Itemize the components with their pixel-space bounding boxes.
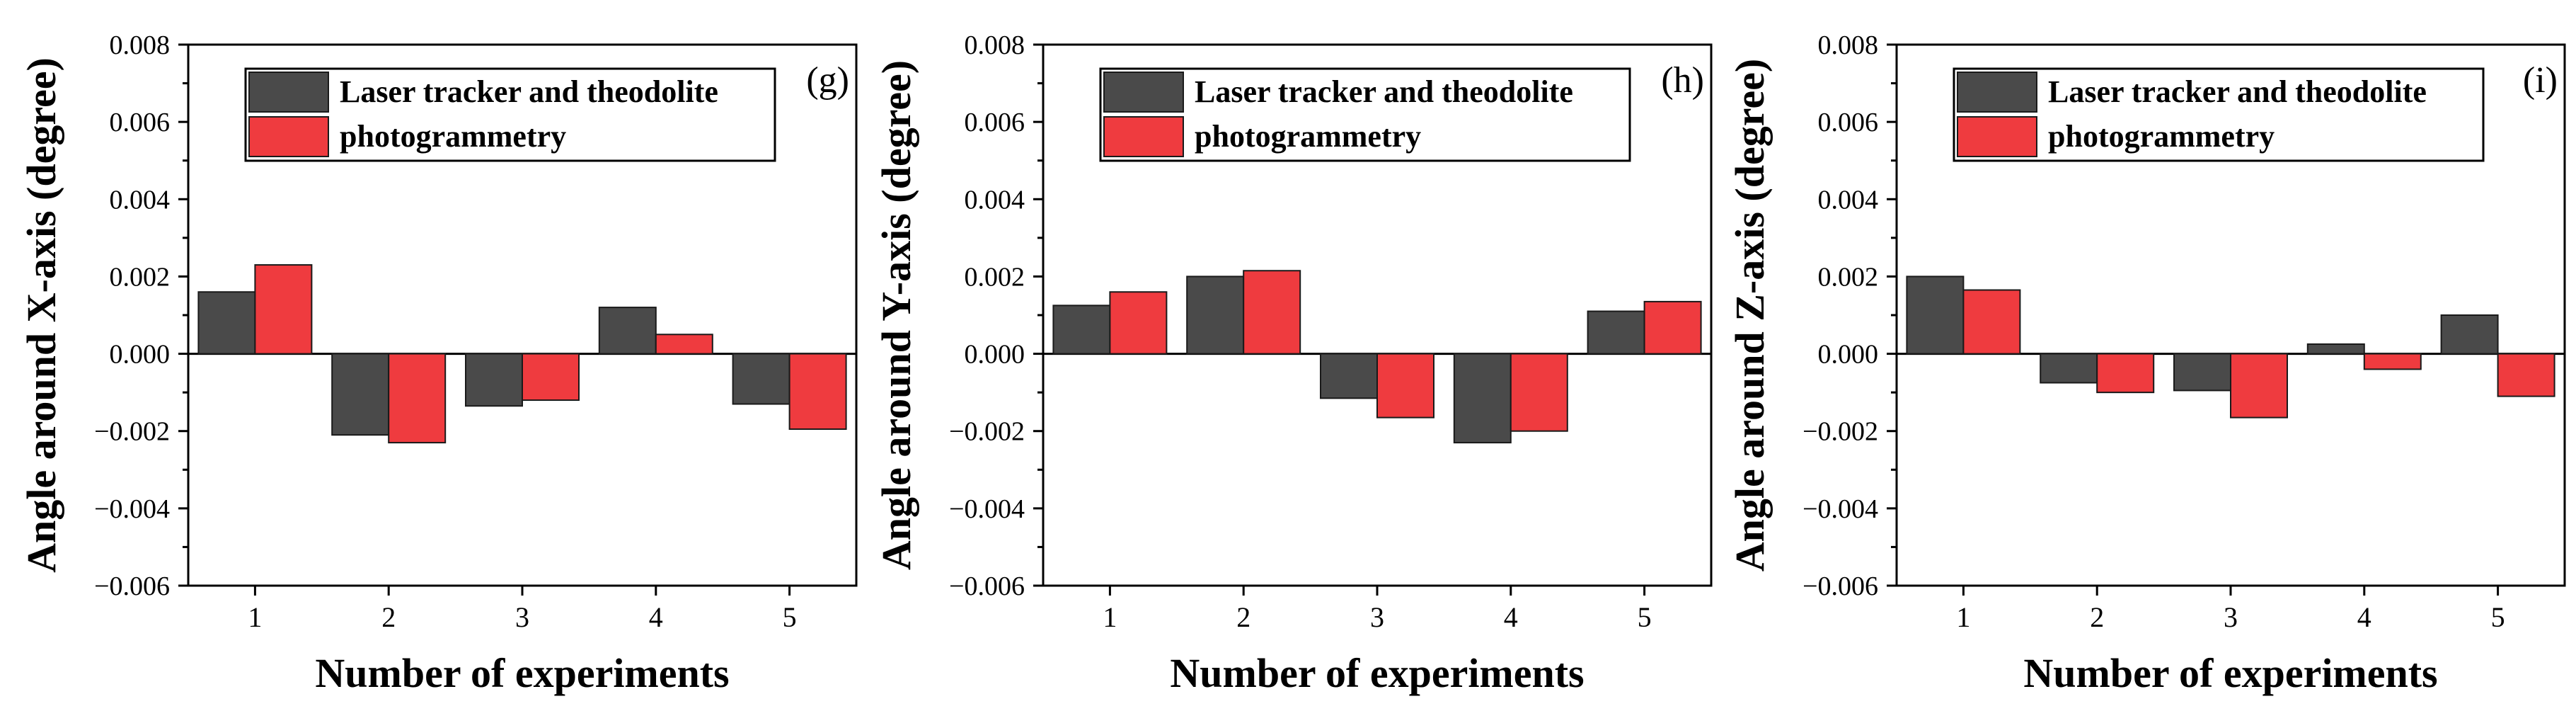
bar-photogrammetry-1 [254, 264, 313, 355]
x-tick-label: 1 [248, 601, 262, 633]
bar-laser-tracker-5 [1587, 310, 1645, 355]
legend-label-photogrammetry: photogrammetry [1195, 119, 1421, 154]
bar-laser-tracker-2 [331, 353, 390, 436]
bar-photogrammetry-5 [788, 353, 847, 430]
x-tick-label: 2 [381, 601, 396, 633]
y-tick-label: −0.002 [94, 417, 170, 447]
y-tick-label: −0.006 [1802, 571, 1878, 601]
bar-photogrammetry-2 [388, 353, 447, 444]
chart-panel-3: −0.006 −0.004 −0.002 0.000 0.002 0.004 0.006 0.… [1727, 30, 2566, 696]
legend-swatch-photogrammetry [1103, 116, 1184, 157]
y-tick-label: 0.004 [110, 185, 171, 215]
legend-label-laser-tracker: Laser tracker and theodolite [2048, 74, 2427, 109]
panel-label: (h) [1661, 60, 1704, 101]
x-tick-label: 3 [2224, 601, 2238, 633]
legend-label-photogrammetry: photogrammetry [2048, 119, 2275, 154]
bar-laser-tracker-4 [2306, 343, 2365, 355]
x-axis-label: Number of experiments [2023, 650, 2437, 696]
legend-box [244, 67, 776, 162]
x-tick-label: 1 [1956, 601, 1970, 633]
legend-label-laser-tracker: Laser tracker and theodolite [340, 74, 718, 109]
y-tick-label: 0.006 [965, 108, 1025, 137]
y-tick-label: 0.002 [965, 262, 1025, 292]
y-axis-label: Angle around Z-axis (degree) [1727, 59, 1773, 571]
bar-photogrammetry-3 [2230, 353, 2288, 419]
y-axis-label: Angle around X-axis (degree) [18, 57, 64, 573]
x-tick-label: 4 [2357, 601, 2371, 633]
x-tick-label: 1 [1103, 601, 1117, 633]
y-tick-label: 0.008 [965, 30, 1025, 60]
x-axis-label: Number of experiments [1170, 650, 1584, 696]
x-tick-label: 4 [1504, 601, 1518, 633]
y-tick-label: −0.004 [1802, 494, 1878, 524]
legend-swatch-laser-tracker [248, 72, 329, 113]
legend-swatch-photogrammetry [248, 116, 329, 157]
y-tick-label: −0.006 [949, 571, 1025, 601]
x-tick-label: 3 [515, 601, 529, 633]
chart-panel-1: −0.006 −0.004 −0.002 0.000 0.002 0.004 0.006 0.… [18, 30, 858, 696]
x-tick-label: 2 [1236, 601, 1250, 633]
legend-swatch-laser-tracker [1103, 72, 1184, 113]
panel-label: (g) [806, 60, 849, 101]
y-tick-label: 0.008 [110, 30, 171, 60]
bar-laser-tracker-2 [2040, 353, 2098, 384]
y-tick-label: 0.006 [1818, 108, 1879, 137]
y-tick-label: 0.002 [110, 262, 171, 292]
y-tick-label: 0.000 [965, 340, 1025, 370]
bar-photogrammetry-2 [1243, 270, 1301, 355]
x-tick-label: 4 [649, 601, 663, 633]
y-tick-label: −0.004 [94, 494, 170, 524]
bar-photogrammetry-3 [522, 353, 580, 402]
y-tick-label: 0.006 [110, 108, 171, 137]
panel-label: (i) [2523, 60, 2558, 101]
bar-photogrammetry-1 [1109, 291, 1168, 355]
x-tick-label: 3 [1370, 601, 1384, 633]
legend-label-laser-tracker: Laser tracker and theodolite [1195, 74, 1573, 109]
bar-photogrammetry-4 [655, 334, 713, 355]
x-tick-label: 5 [1638, 601, 1652, 633]
y-tick-label: 0.004 [1818, 185, 1879, 215]
bar-laser-tracker-4 [598, 307, 657, 355]
y-tick-label: 0.008 [1818, 30, 1879, 60]
bar-photogrammetry-2 [2096, 353, 2155, 394]
y-tick-label: 0.004 [965, 185, 1025, 215]
bar-laser-tracker-1 [1906, 275, 1965, 355]
bar-laser-tracker-3 [2173, 353, 2231, 392]
y-tick-label: 0.002 [1818, 262, 1879, 292]
x-axis-label: Number of experiments [315, 650, 729, 696]
bar-photogrammetry-3 [1376, 353, 1434, 419]
bar-photogrammetry-5 [1643, 300, 1702, 355]
bar-photogrammetry-4 [1510, 353, 1568, 432]
bar-laser-tracker-4 [1453, 353, 1512, 444]
bar-photogrammetry-5 [2497, 353, 2555, 397]
y-tick-label: −0.002 [1802, 417, 1878, 447]
y-tick-label: −0.002 [949, 417, 1025, 447]
legend-label-photogrammetry: photogrammetry [340, 119, 566, 154]
x-tick-label: 5 [783, 601, 797, 633]
bar-laser-tracker-5 [732, 353, 790, 405]
bar-photogrammetry-1 [1962, 289, 2021, 355]
y-tick-label: 0.000 [1818, 340, 1879, 370]
legend-swatch-laser-tracker [1957, 72, 2037, 113]
bar-laser-tracker-1 [1052, 305, 1111, 355]
x-tick-label: 2 [2090, 601, 2104, 633]
bar-laser-tracker-3 [465, 353, 523, 407]
bar-laser-tracker-1 [197, 291, 256, 355]
legend-swatch-photogrammetry [1957, 116, 2037, 157]
bar-photogrammetry-4 [2363, 353, 2422, 370]
bar-laser-tracker-3 [1320, 353, 1378, 399]
legend-box [1099, 67, 1631, 162]
y-tick-label: −0.004 [949, 494, 1025, 524]
chart-panel-2: −0.006 −0.004 −0.002 0.000 0.002 0.004 0.006 0.… [873, 30, 1713, 696]
y-tick-label: −0.006 [94, 571, 170, 601]
x-tick-label: 5 [2491, 601, 2505, 633]
legend-box [1953, 67, 2485, 162]
y-tick-label: 0.000 [110, 340, 171, 370]
bar-laser-tracker-5 [2440, 314, 2499, 355]
bar-laser-tracker-2 [1186, 275, 1245, 355]
y-axis-label: Angle around Y-axis (degree) [873, 60, 919, 570]
